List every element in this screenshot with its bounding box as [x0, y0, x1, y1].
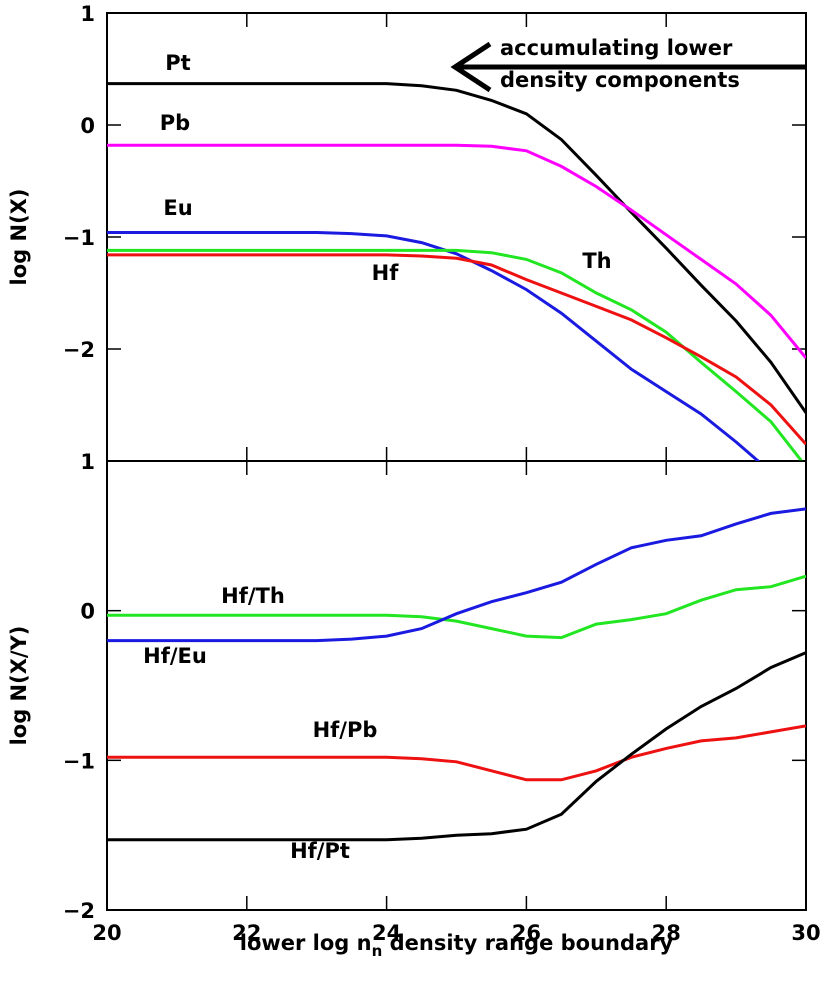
x-tick-label: 30: [791, 921, 820, 945]
annotation-arrow: [450, 41, 806, 93]
series-line: [107, 507, 806, 643]
x-tick-label: 26: [512, 921, 541, 945]
series-label: Hf/Eu: [143, 644, 207, 668]
plot-area: [107, 507, 806, 842]
series-line: [107, 248, 804, 461]
series-label: Th: [582, 249, 611, 273]
y-tick-label: −2: [63, 338, 95, 362]
x-tick-label: 22: [232, 921, 261, 945]
series-line: [107, 724, 806, 782]
series-label: Hf/Pb: [313, 718, 378, 742]
series-line: [107, 143, 806, 359]
y-tick-label: 1: [80, 450, 95, 474]
x-axis-label-part: density range boundary: [382, 931, 673, 955]
y-tick-label: 0: [80, 114, 95, 138]
y-tick-label: −1: [63, 226, 95, 250]
series-line: [107, 253, 806, 446]
x-axis-label-part: lower log n: [240, 931, 372, 955]
series-label: Eu: [163, 196, 192, 220]
y-axis-label: log N(X/Y): [7, 626, 31, 746]
annotation: accumulating lower: [500, 36, 733, 60]
x-axis-label-part: n: [372, 942, 383, 960]
y-axis-label: log N(X): [7, 189, 31, 286]
x-tick-label: 24: [372, 921, 401, 945]
x-axis-label: lower log nn density range boundary: [240, 931, 674, 960]
x-tick-label: 28: [652, 921, 681, 945]
bottom-frame: [106, 460, 807, 911]
x-tick-label: 20: [92, 921, 121, 945]
y-tick-label: 0: [80, 600, 95, 624]
y-tick-label: 1: [80, 2, 95, 26]
series-label: Pt: [165, 51, 190, 75]
series-label: Pb: [160, 111, 190, 135]
annotation: density components: [500, 68, 740, 92]
series-line: [107, 82, 806, 414]
plot-area: [107, 82, 806, 461]
y-tick-label: −2: [63, 899, 95, 923]
series-line: [107, 651, 806, 842]
series-label: Hf/Th: [221, 584, 285, 608]
series-line: [107, 574, 806, 640]
series-label: Hf/Pt: [290, 839, 350, 863]
y-tick-label: −1: [63, 749, 95, 773]
series-line: [107, 231, 761, 461]
series-label: Hf: [372, 261, 400, 285]
